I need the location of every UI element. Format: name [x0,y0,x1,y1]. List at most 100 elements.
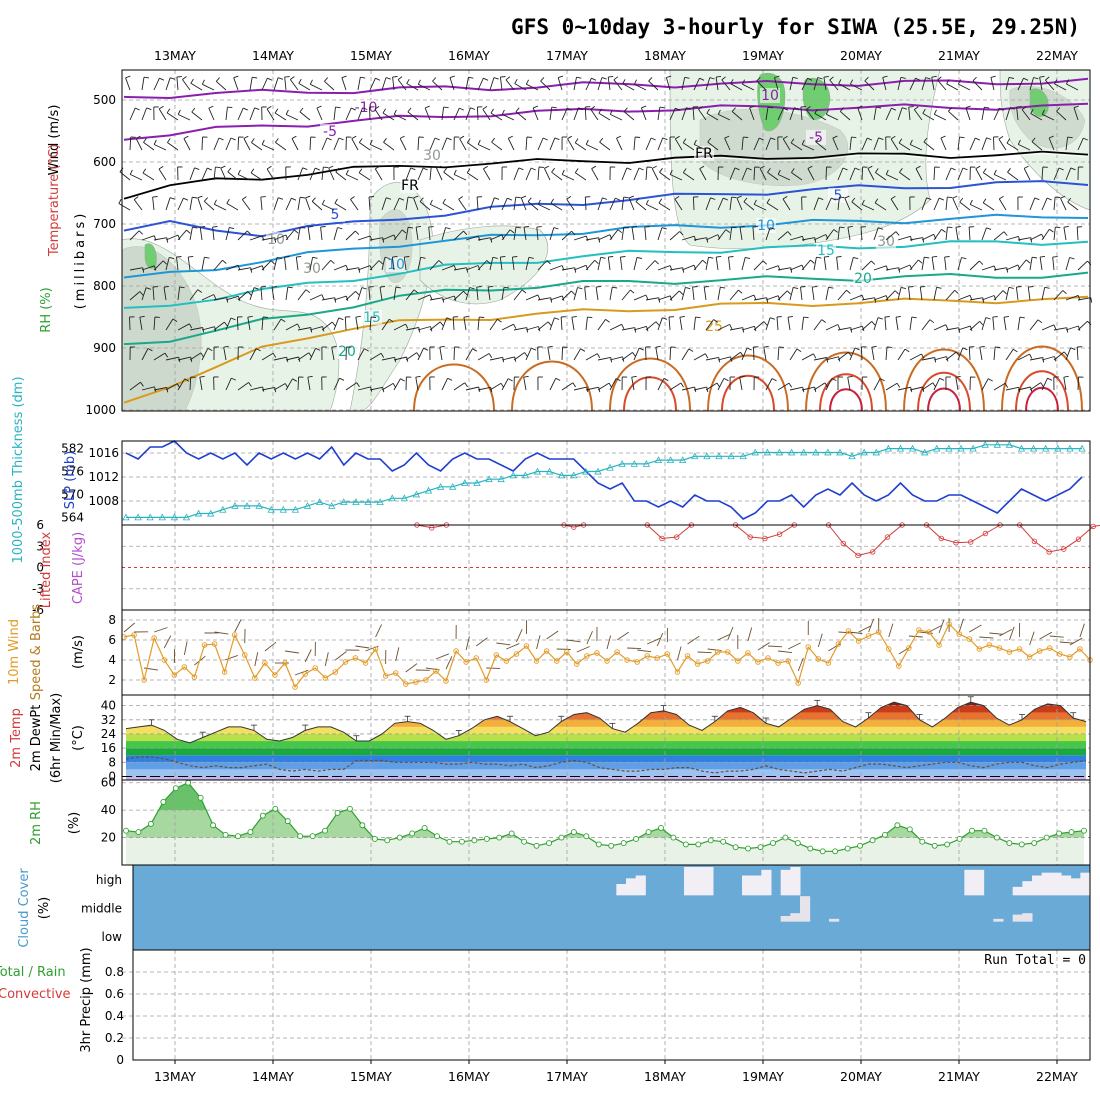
wind-barb [547,347,551,361]
contour-label-bg [704,319,724,334]
warm-contour-loop [721,374,775,412]
wind-barb [705,319,714,331]
wind-barb [429,167,432,181]
wind-barb-flag [823,75,829,78]
wind-barb-flag [1070,347,1076,351]
wind-barb-flag [428,226,434,228]
y-tick-label: 8 [108,613,116,627]
wind-barb [177,229,187,241]
lifted-index-line [735,524,795,540]
rh-point [583,833,590,840]
wind-barb [191,111,203,121]
lifted-index-point [429,525,435,531]
thickness-line [126,444,1082,519]
wind-barb-flag [521,195,527,199]
contour-label: 10 [387,257,405,273]
wind-barb [177,378,186,391]
wind-barb [609,229,619,241]
wind-barb [441,107,445,121]
date-label-top: 15MAY [350,48,392,63]
surface-wind-barb [969,624,982,633]
wind-barb [477,237,491,241]
wind-barb-flag [954,289,959,294]
rh-point [757,844,764,851]
wind-barb-flag [675,107,681,111]
wind-barb-flag [466,138,471,143]
surface-wind-barb [516,629,523,643]
wind-barb [333,295,347,301]
wind-barb-flag [600,256,606,259]
wind-barb-flag [375,77,381,81]
wind-barb-flag [177,109,181,115]
wind-barb-flag [1069,257,1075,260]
wind-barb [527,201,539,211]
wind-barb [452,316,455,331]
rh-point [695,841,702,848]
wind-barb [825,378,833,391]
rh-point [956,836,963,842]
wind-barb-flag [767,106,774,109]
wind-speed-point [513,651,520,657]
wind-barb-flag [183,135,189,139]
wind-barb [260,197,263,211]
wind-speed-point [896,663,902,669]
wind-barb-flag [720,286,726,289]
wind-barb-flag [988,378,993,382]
wind-barb [1017,259,1027,271]
wind-barb-flag [708,256,714,259]
wind-barb-flag [846,289,851,294]
wind-barb [550,202,563,211]
wind-barb-flag [490,237,493,243]
wind-barb-flag [307,375,313,378]
wind-barb [178,114,191,121]
wind-barb-flag [580,348,586,352]
rh-point [135,829,142,836]
wind-barb [225,295,239,301]
wind-barb [645,137,652,151]
wind-barb [393,197,400,211]
wind-barb-flag [998,136,1004,140]
wind-barb-flag [790,267,793,273]
wind-barb [227,171,239,181]
wind-barb [514,83,527,91]
wind-barb-flag [1008,76,1014,79]
wind-barb [1041,324,1055,331]
thickness-marker [412,490,421,498]
wind-barb [298,83,311,91]
wind-barb [309,294,322,301]
wind-barb [226,203,239,211]
y-tick-label: 576 [61,465,84,479]
wind-barb [1039,257,1043,271]
wind-barb-flag [749,105,755,109]
wind-barb [334,202,347,211]
wind-barb-flag [305,195,311,199]
surface-wind-barb [727,626,734,641]
contour-label: 10 [761,88,779,104]
cape-label: CAPE (J/kg) [71,532,86,604]
wind-barb [393,287,397,301]
wind-barb [405,167,412,181]
surface-wind-barb [284,650,299,654]
high-cloud-bar [790,867,801,896]
wind-barb [753,260,764,271]
wind-barb-flag [1054,79,1058,85]
wind-barb [683,172,695,181]
wind-barb [1005,77,1010,91]
y-tick-label: 16 [101,741,116,755]
wind-barb-flag [818,197,824,201]
wind-barb-flag [297,323,301,329]
wind-barb [441,264,455,271]
wind-barb-flag [567,135,573,140]
wind-barb [465,386,479,391]
wind-barb-flag [422,167,428,171]
wind-barb [513,197,517,211]
thickness-marker [267,505,275,513]
wind-barb [321,167,324,181]
wind-barb-flag [166,387,169,393]
wind-barb-flag [650,137,656,141]
wind-barb-flag [551,106,557,109]
thickness-marker [219,505,227,513]
wind-barb-flag [847,375,853,378]
wind-barb [511,257,515,271]
wind-barb-flag [143,76,150,79]
